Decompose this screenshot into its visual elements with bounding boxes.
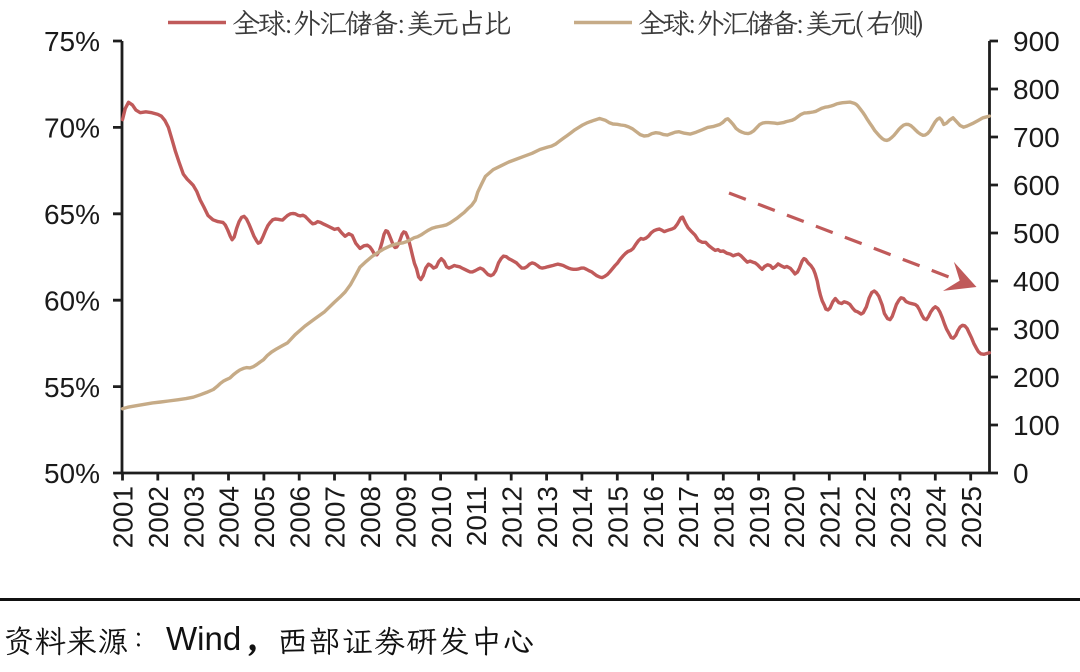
svg-text:0: 0 <box>1013 458 1029 489</box>
svg-text:2005: 2005 <box>249 486 280 548</box>
svg-text:400: 400 <box>1013 266 1060 297</box>
svg-text:2021: 2021 <box>815 486 846 548</box>
svg-text:2025: 2025 <box>956 486 987 548</box>
svg-text:2008: 2008 <box>355 486 386 548</box>
svg-text:2018: 2018 <box>709 486 740 548</box>
svg-text:2012: 2012 <box>496 486 527 548</box>
svg-text:2009: 2009 <box>390 486 421 548</box>
svg-text:75%: 75% <box>44 26 100 57</box>
svg-text:2024: 2024 <box>921 486 952 548</box>
svg-text:900: 900 <box>1013 26 1060 57</box>
svg-text:100: 100 <box>1013 410 1060 441</box>
svg-text:50%: 50% <box>44 458 100 489</box>
svg-text:2013: 2013 <box>532 486 563 548</box>
svg-text:2007: 2007 <box>320 486 351 548</box>
svg-text:2006: 2006 <box>284 486 315 548</box>
svg-text:2022: 2022 <box>850 486 881 548</box>
svg-text:2001: 2001 <box>108 486 139 548</box>
svg-text:2002: 2002 <box>143 486 174 548</box>
svg-text:60%: 60% <box>44 285 100 316</box>
svg-text:500: 500 <box>1013 218 1060 249</box>
svg-text:600: 600 <box>1013 170 1060 201</box>
svg-text:300: 300 <box>1013 314 1060 345</box>
svg-text:2014: 2014 <box>567 486 598 548</box>
svg-text:Wind: Wind <box>166 620 241 657</box>
svg-text:700: 700 <box>1013 122 1060 153</box>
svg-text:70%: 70% <box>44 113 100 144</box>
svg-text:55%: 55% <box>44 372 100 403</box>
svg-text:2004: 2004 <box>214 486 245 548</box>
svg-text:2020: 2020 <box>779 486 810 548</box>
svg-text:2010: 2010 <box>426 486 457 548</box>
svg-text:2003: 2003 <box>178 486 209 548</box>
svg-text:2011: 2011 <box>461 486 492 546</box>
svg-text:2023: 2023 <box>885 486 916 548</box>
svg-text:2015: 2015 <box>603 486 634 548</box>
svg-text:2017: 2017 <box>673 486 704 548</box>
svg-text:200: 200 <box>1013 362 1060 393</box>
svg-text:2019: 2019 <box>744 486 775 548</box>
svg-text:2016: 2016 <box>638 486 669 548</box>
svg-text:65%: 65% <box>44 199 100 230</box>
svg-text:800: 800 <box>1013 74 1060 105</box>
